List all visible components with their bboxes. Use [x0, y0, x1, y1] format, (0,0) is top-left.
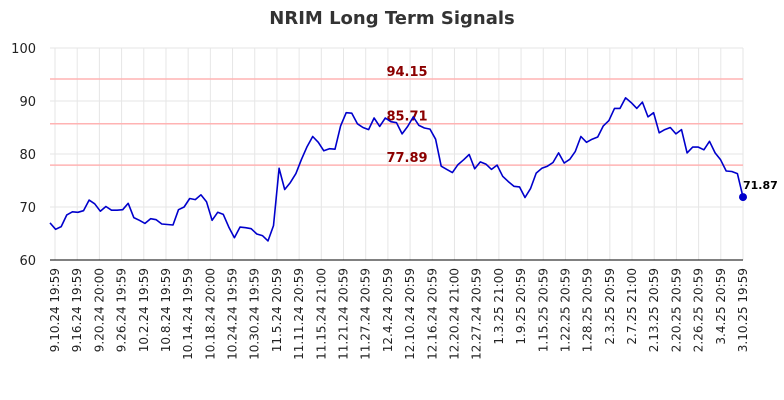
x-tick-label: 1.9.25 20:59: [514, 268, 528, 345]
x-tick-label: 2.13.25 20:59: [647, 268, 661, 352]
reference-lines: 94.15 85.71 77.89: [50, 65, 743, 166]
x-tick-label: 1.28.25 20:59: [581, 268, 595, 352]
y-tick-label: 90: [19, 95, 36, 110]
y-tick-label: 80: [19, 148, 36, 163]
x-tick-label: 9.26.24 19:59: [115, 268, 129, 352]
chart-title: NRIM Long Term Signals: [269, 8, 515, 29]
x-tick-label: 9.20.24 20:00: [92, 268, 106, 352]
reference-line-label: 85.71: [386, 110, 427, 125]
x-tick-label: 10.18.24 20:00: [203, 268, 217, 360]
series-line: [49, 97, 744, 242]
x-tick-label: 11.5.24 20:59: [270, 268, 284, 352]
x-tick-label: 10.14.24 19:59: [181, 268, 195, 360]
x-tick-label: 12.10.24 20:59: [403, 268, 417, 360]
x-tick-label: 10.24.24 19:59: [226, 268, 240, 360]
y-tick-label: 100: [11, 42, 36, 57]
x-tick-label: 11.27.24 20:59: [359, 268, 373, 360]
x-tick-label: 10.8.24 19:59: [159, 268, 173, 352]
x-tick-label: 3.4.25 20:59: [714, 268, 728, 345]
last-point-marker: [739, 193, 747, 202]
x-tick-label: 11.15.24 21:00: [314, 268, 328, 360]
x-tick-label: 2.7.25 21:00: [625, 268, 639, 345]
x-tick-label: 3.10.25 19:59: [736, 268, 750, 352]
x-tick-label: 2.20.25 20:59: [669, 268, 683, 352]
reference-line-label: 94.15: [386, 65, 427, 80]
x-tick-label: 12.4.24 20:59: [381, 268, 395, 352]
x-tick-label: 1.15.25 20:59: [536, 268, 550, 352]
x-tick-label: 11.21.24 20:59: [337, 268, 351, 360]
x-tick-label: 9.16.24 19:59: [70, 268, 84, 352]
x-tick-label: 11.11.24 20:59: [292, 268, 306, 360]
x-tick-label: 9.10.24 19:59: [48, 268, 62, 352]
x-tick-label: 2.26.25 20:59: [692, 268, 706, 352]
labels: 71.87: [743, 179, 778, 192]
reference-line-label: 77.89: [386, 151, 427, 166]
x-tick-label: 12.27.24 20:59: [470, 268, 484, 360]
x-tick-label: 12.16.24 20:59: [425, 268, 439, 360]
x-tick-label: 2.3.25 20:59: [603, 268, 617, 345]
x-tick-label: 12.20.24 21:00: [447, 268, 461, 360]
x-tick-label: 1.22.25 20:59: [558, 268, 572, 352]
last-value-label: 71.87: [743, 179, 778, 192]
axes: 60 70 80 90 100 9.10.24 19:59 9.16.24 19:59 9.2…: [11, 42, 750, 360]
series-layer: [49, 97, 747, 242]
y-tick-label: 60: [19, 254, 36, 269]
y-tick-label: 70: [19, 201, 36, 216]
x-tick-label: 1.3.25 21:00: [492, 268, 506, 345]
x-tick-label: 10.30.24 19:59: [248, 268, 262, 360]
x-tick-label: 10.2.24 19:59: [137, 268, 151, 352]
